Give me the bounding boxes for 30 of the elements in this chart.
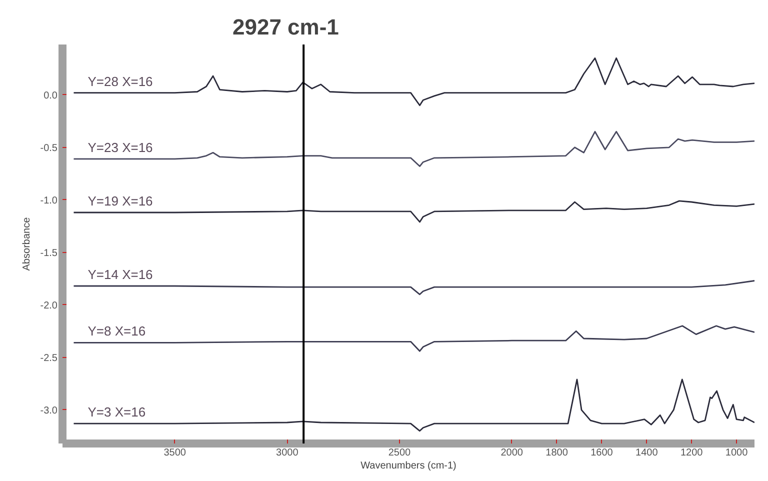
x-tick-label: 3500	[164, 448, 186, 458]
y-tick-label: -1.5	[40, 248, 58, 259]
x-axis-title: Wavenumbers (cm-1)	[360, 460, 456, 472]
y-tick-label: -3.0	[40, 405, 58, 416]
chart-title: 2927 cm-1	[232, 14, 339, 40]
series-label: Y=19 X=16	[88, 194, 153, 208]
line-series	[73, 325, 754, 352]
series-label: Y=23 X=16	[88, 140, 153, 155]
line-series	[73, 130, 754, 167]
x-tick-label: 3000	[276, 448, 299, 458]
x-tick-label: 2500	[388, 448, 412, 458]
series-label: Y=28 X=16	[88, 74, 153, 89]
y-tick-label: -1.0	[40, 195, 58, 206]
x-tick-label: 1600	[590, 448, 614, 458]
y-tick-label: -2.5	[40, 352, 58, 364]
x-tick-label: 1000	[725, 448, 748, 458]
y-tick-label: -2.0	[40, 300, 58, 312]
series-label: Y=14 X=16	[88, 267, 153, 282]
series-label: Y=8 X=16	[88, 324, 146, 339]
y-tick-label: 0.0	[44, 90, 58, 102]
x-tick-label: 1800	[546, 448, 568, 458]
x-tick-label: 1200	[680, 448, 704, 458]
x-tick-label: 2000	[500, 448, 524, 458]
y-axis-title: Absorbance	[21, 216, 32, 271]
line-series	[73, 280, 754, 296]
y-tick-label: -0.5	[40, 142, 58, 154]
x-tick-label: 1400	[636, 448, 658, 458]
line-series	[73, 378, 754, 432]
series-label: Y=3 X=16	[88, 404, 146, 420]
line-series	[73, 57, 754, 106]
